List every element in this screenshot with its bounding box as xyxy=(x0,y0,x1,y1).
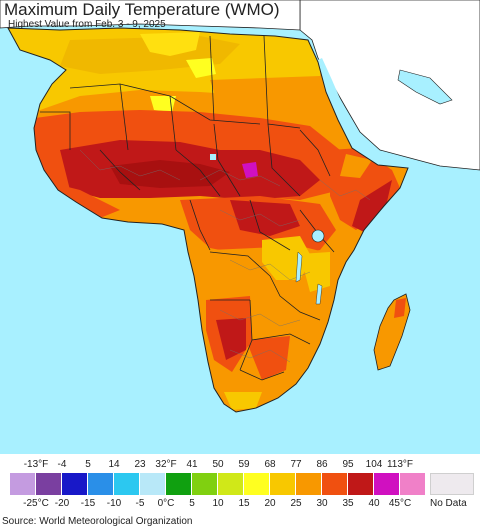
no-data-label: No Data xyxy=(430,498,467,509)
no-data-swatch xyxy=(430,473,474,495)
legend-swatch xyxy=(10,473,36,495)
persian-gulf xyxy=(397,69,453,105)
celsius-tick: 10 xyxy=(212,498,224,509)
map-title: Maximum Daily Temperature (WMO) xyxy=(4,0,280,19)
temperature-map: Maximum Daily Temperature (WMO) Highest … xyxy=(0,0,480,454)
lake-chad xyxy=(210,154,216,160)
fahrenheit-tick: -13°F xyxy=(23,459,49,470)
legend-swatch xyxy=(140,473,166,495)
color-legend: -13°F -4 5 14 23 32°F 41 50 59 68 77 86 95 104 113°F -… xyxy=(0,456,480,512)
map-subtitle: Highest Value from Feb. 3 - 9, 2025 xyxy=(8,19,166,30)
legend-swatch xyxy=(348,473,374,495)
fahrenheit-tick: 86 xyxy=(316,459,328,470)
europe-landmass xyxy=(0,0,301,31)
celsius-tick: 15 xyxy=(238,498,250,509)
celsius-tick: 40 xyxy=(368,498,380,509)
fahrenheit-tick: 14 xyxy=(108,459,120,470)
source-credit: Source: World Meteorological Organizatio… xyxy=(2,516,193,527)
lake-malawi xyxy=(315,283,323,305)
lake-victoria xyxy=(311,229,325,243)
celsius-tick: -25°C xyxy=(23,498,49,509)
legend-swatch xyxy=(166,473,192,495)
legend-swatch xyxy=(36,473,62,495)
legend-swatch xyxy=(296,473,322,495)
legend-swatch xyxy=(270,473,296,495)
legend-swatch xyxy=(62,473,88,495)
legend-swatch xyxy=(374,473,400,495)
fahrenheit-tick: -4 xyxy=(57,459,67,470)
celsius-tick: 45°C xyxy=(388,498,412,509)
legend-swatch xyxy=(218,473,244,495)
celsius-tick: 30 xyxy=(316,498,328,509)
fahrenheit-tick: 95 xyxy=(342,459,354,470)
celsius-tick: -5 xyxy=(135,498,145,509)
celsius-tick: 25 xyxy=(290,498,302,509)
lake-tanganyika xyxy=(295,251,303,283)
red-sea xyxy=(318,58,372,158)
fahrenheit-tick: 68 xyxy=(264,459,276,470)
fahrenheit-tick: 23 xyxy=(134,459,146,470)
fahrenheit-tick: 77 xyxy=(290,459,302,470)
fahrenheit-tick: 41 xyxy=(186,459,198,470)
arabia-landmass xyxy=(299,0,480,171)
fahrenheit-tick: 104 xyxy=(365,459,383,470)
celsius-tick: -10 xyxy=(106,498,122,509)
celsius-tick: -15 xyxy=(80,498,96,509)
africa-coastline xyxy=(7,27,409,413)
legend-swatch xyxy=(88,473,114,495)
celsius-tick: 20 xyxy=(264,498,276,509)
fahrenheit-tick: 5 xyxy=(85,459,91,470)
celsius-tick: -20 xyxy=(54,498,70,509)
fahrenheit-tick: 50 xyxy=(212,459,224,470)
fahrenheit-tick: 32°F xyxy=(155,459,177,470)
country-borders xyxy=(40,35,335,381)
fahrenheit-tick: 113°F xyxy=(386,459,414,470)
celsius-tick: 35 xyxy=(342,498,354,509)
legend-swatch xyxy=(322,473,348,495)
celsius-tick: 0°C xyxy=(157,498,175,509)
legend-swatch xyxy=(192,473,218,495)
fahrenheit-tick: 59 xyxy=(238,459,250,470)
legend-swatch xyxy=(114,473,140,495)
legend-swatch xyxy=(244,473,270,495)
africa-map xyxy=(0,0,480,413)
legend-swatch xyxy=(400,473,426,495)
celsius-tick: 5 xyxy=(189,498,195,509)
